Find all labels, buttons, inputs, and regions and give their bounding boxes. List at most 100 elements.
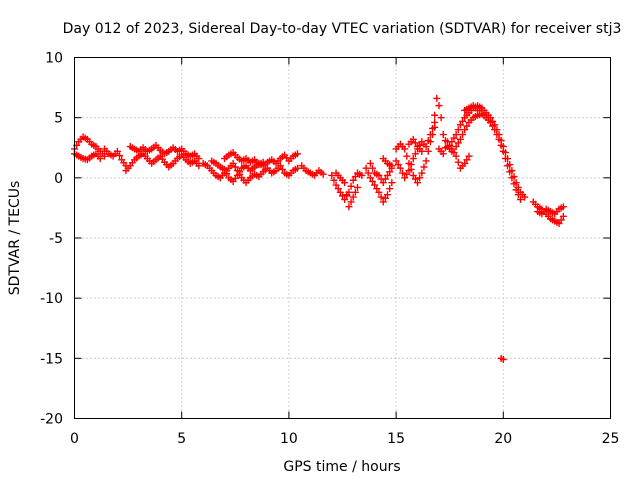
data-point xyxy=(362,164,370,172)
data-point xyxy=(454,139,462,147)
data-point xyxy=(456,135,464,143)
data-point xyxy=(405,167,413,175)
data-point xyxy=(414,179,422,187)
data-point xyxy=(388,179,396,187)
data-point xyxy=(366,174,374,182)
data-point xyxy=(229,159,237,167)
data-point xyxy=(506,168,514,176)
data-point xyxy=(456,121,464,129)
data-point xyxy=(448,145,456,153)
y-axis-label: SDTVAR / TECUs xyxy=(7,181,23,296)
data-point xyxy=(497,141,505,149)
data-point xyxy=(401,174,409,182)
data-point xyxy=(426,131,434,139)
data-point xyxy=(463,156,471,164)
data-point xyxy=(508,174,516,182)
x-tick-label: 20 xyxy=(494,431,512,447)
data-point xyxy=(416,174,424,182)
data-point xyxy=(379,198,387,206)
data-point xyxy=(384,171,392,179)
y-tick-label: -15 xyxy=(40,351,63,367)
data-point xyxy=(516,195,524,203)
data-point xyxy=(448,138,456,146)
data-point xyxy=(521,193,529,201)
data-point xyxy=(381,194,389,202)
data-point xyxy=(420,163,428,171)
data-point xyxy=(278,165,286,173)
data-point xyxy=(489,122,497,130)
data-point xyxy=(454,126,462,134)
data-point xyxy=(371,181,379,189)
data-point xyxy=(437,114,445,122)
data-point xyxy=(384,191,392,199)
data-point xyxy=(259,158,267,166)
data-point xyxy=(386,168,394,176)
data-point xyxy=(459,117,467,125)
data-point xyxy=(441,144,449,152)
data-point xyxy=(409,171,417,179)
data-point xyxy=(392,157,400,165)
data-point xyxy=(409,135,417,143)
data-point xyxy=(499,356,507,364)
data-point xyxy=(450,134,458,142)
data-point xyxy=(364,169,372,177)
data-point xyxy=(349,193,357,201)
x-axis-label: GPS time / hours xyxy=(283,459,400,475)
data-point xyxy=(463,122,471,130)
data-point xyxy=(358,171,366,179)
data-point xyxy=(514,191,522,199)
data-point xyxy=(394,161,402,169)
data-point xyxy=(231,163,239,171)
data-point xyxy=(369,164,377,172)
data-point xyxy=(332,181,340,189)
data-point xyxy=(236,168,244,176)
x-tick-label: 10 xyxy=(280,431,298,447)
data-point xyxy=(452,143,460,151)
data-point xyxy=(555,220,563,228)
data-point xyxy=(341,195,349,203)
data-point xyxy=(559,203,567,211)
data-point xyxy=(381,175,389,183)
data-point xyxy=(379,179,387,187)
data-point xyxy=(486,118,494,126)
data-point xyxy=(557,216,565,224)
data-point xyxy=(491,126,499,134)
data-point xyxy=(461,126,469,134)
data-point xyxy=(411,139,419,147)
data-point xyxy=(349,176,357,184)
data-point xyxy=(439,150,447,158)
data-point xyxy=(418,147,426,155)
data-point xyxy=(411,150,419,158)
data-point xyxy=(399,169,407,177)
data-point xyxy=(454,158,462,166)
data-point xyxy=(101,152,109,160)
data-point xyxy=(435,102,443,110)
data-point xyxy=(409,155,417,163)
data-point xyxy=(375,188,383,196)
data-point xyxy=(465,152,473,160)
data-point xyxy=(351,188,359,196)
x-tick-label: 0 xyxy=(70,431,79,447)
data-point xyxy=(386,185,394,193)
data-point xyxy=(411,175,419,183)
y-tick-label: 5 xyxy=(54,111,63,127)
data-point xyxy=(422,157,430,165)
data-point xyxy=(495,135,503,143)
data-point xyxy=(493,131,501,139)
data-point xyxy=(233,171,241,179)
data-point xyxy=(341,179,349,187)
data-point xyxy=(424,137,432,145)
data-point xyxy=(439,131,447,139)
data-point xyxy=(328,171,336,179)
data-point xyxy=(276,162,284,170)
data-points xyxy=(71,94,567,364)
y-tick-label: -20 xyxy=(40,412,63,428)
data-point xyxy=(499,147,507,155)
data-point xyxy=(345,203,353,211)
tick-labels: 0 5 10 15 20 25 10 5 0 -5 -10 -15 -20 xyxy=(40,51,619,448)
data-point xyxy=(354,183,362,191)
data-point xyxy=(429,124,437,132)
data-point xyxy=(433,94,441,102)
data-point xyxy=(336,188,344,196)
